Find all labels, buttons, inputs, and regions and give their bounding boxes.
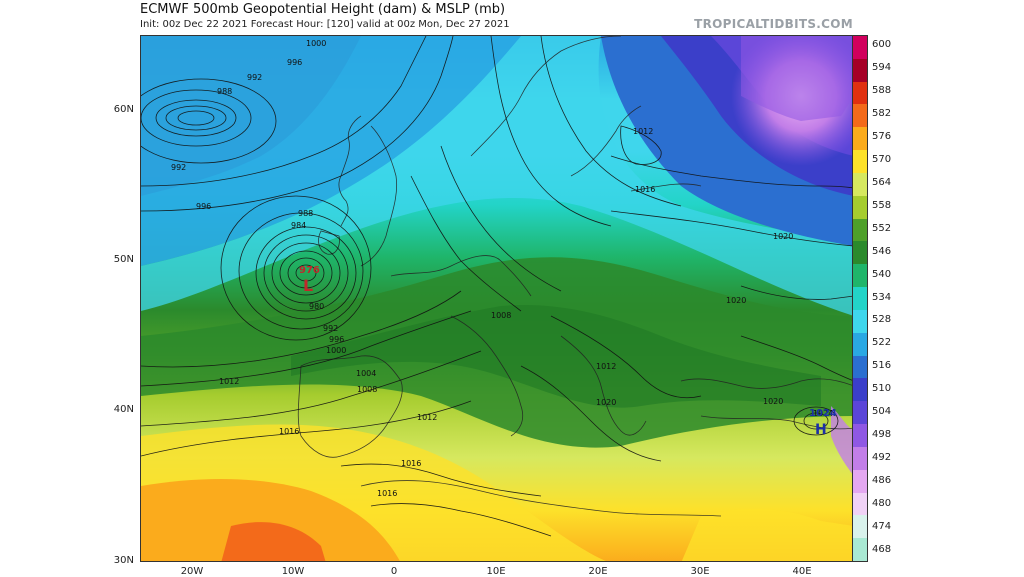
colorbar-segment [853,81,867,105]
isobar-label: 1012 [417,413,437,422]
colorbar-label: 510 [872,383,892,395]
colorbar-segment [853,172,867,196]
isobar-label: 1024 [813,409,833,418]
isobar-label: 996 [329,335,344,344]
isobar-label: 1000 [306,39,326,48]
isobar-label: 1016 [401,459,421,468]
isobar-label: 988 [298,209,313,218]
isobar-label: 980 [309,302,324,311]
lat-label: 50N [113,254,134,265]
colorbar-segment [853,309,867,333]
isobar-label: 1008 [357,385,377,394]
isobar-label: 992 [247,73,262,82]
colorbar-segment [853,218,867,242]
colorbar-segment [853,36,867,59]
colorbar-segment [853,287,867,310]
low-pressure-value: 976 [299,265,320,276]
colorbar-label: 594 [872,62,892,74]
colorbar-segment [853,195,867,219]
lon-label: 10E [486,566,506,577]
isobar-label: 988 [217,87,232,96]
lat-label: 60N [113,104,134,115]
colorbar-segment [853,241,867,265]
colorbar-label: 492 [872,451,892,463]
colorbar-label: 534 [872,291,892,303]
colorbar-segment [853,492,867,516]
isobar-label: 1012 [596,362,616,371]
colorbar-segment [853,446,867,470]
isobar-label: 1016 [279,427,299,436]
lon-label: 40E [792,566,812,577]
colorbar-segment [853,104,867,128]
colorbar-label: 570 [872,154,892,166]
colorbar [852,35,868,562]
lat-label: 40N [113,404,134,415]
high-pressure-value: 1024 [809,408,837,419]
chart-subtitle: Init: 00z Dec 22 2021 Forecast Hour: [12… [140,19,510,30]
colorbar-label: 486 [872,474,892,486]
colorbar-label: 468 [872,543,892,555]
colorbar-label: 552 [872,222,892,234]
high-pressure-letter: H [815,422,827,438]
colorbar-label: 516 [872,360,892,372]
brand-watermark: TROPICALTIDBITS.COM [694,17,853,31]
colorbar-segment [853,515,867,539]
colorbar-segment [853,332,867,356]
isobar-label: 1020 [773,232,793,241]
lon-label: 10W [281,566,305,577]
colorbar-label: 498 [872,428,892,440]
isobar-label: 1004 [356,369,376,378]
colorbar-label: 588 [872,85,892,97]
colorbar-label: 474 [872,520,892,532]
isobar-label: 992 [171,163,186,172]
colorbar-segment [853,127,867,151]
low-pressure-center: 976 L [299,265,320,295]
colorbar-segment [853,538,867,562]
colorbar-segment [853,355,867,379]
colorbar-label: 522 [872,337,892,349]
lon-label: 30E [690,566,710,577]
colorbar-segment [853,469,867,493]
isobar-label: 1000 [326,346,346,355]
map-canvas: 1000 996 992 988 992 996 984 988 980 992… [141,36,852,561]
weather-map: 1000 996 992 988 992 996 984 988 980 992… [140,35,853,562]
isobar-label: 1012 [633,127,653,136]
lat-label: 30N [113,555,134,566]
colorbar-segment [853,150,867,173]
colorbar-segment [853,264,867,288]
isobar-label: 1012 [219,377,239,386]
colorbar-segment [853,378,867,402]
isobar-label: 1020 [596,398,616,407]
chart-title: ECMWF 500mb Geopotential Height (dam) & … [140,2,506,17]
colorbar-segment [853,401,867,425]
colorbar-label: 600 [872,39,892,51]
colorbar-segment [853,424,867,447]
isobar-label: 1016 [377,489,397,498]
colorbar-label: 504 [872,406,892,418]
isobar-label: 996 [287,58,302,67]
colorbar-label: 576 [872,131,892,143]
colorbar-label: 540 [872,268,892,280]
lon-label: 20E [588,566,608,577]
isobar-label: 1016 [635,185,655,194]
lon-label: 20W [180,566,204,577]
colorbar-label: 582 [872,108,892,120]
isobar-label: 1008 [491,311,511,320]
isobar-label: 996 [196,202,211,211]
isobar-label: 984 [291,221,306,230]
low-pressure-letter: L [303,276,313,295]
isobar-label: 1020 [763,397,783,406]
isobar-label: 992 [323,324,338,333]
lon-label: 0 [390,566,398,577]
colorbar-label: 558 [872,199,892,211]
colorbar-segment [853,58,867,82]
colorbar-label: 564 [872,176,892,188]
colorbar-label: 528 [872,314,892,326]
isobar-label: 1020 [726,296,746,305]
high-pressure-center: 1024 H [809,408,837,438]
colorbar-label: 480 [872,497,892,509]
colorbar-label: 546 [872,245,892,257]
